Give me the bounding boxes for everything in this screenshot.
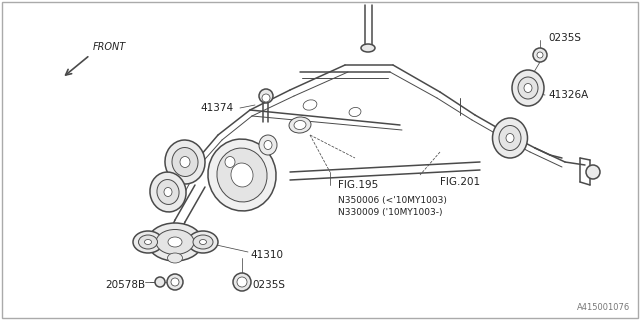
- Circle shape: [533, 48, 547, 62]
- Ellipse shape: [294, 121, 306, 130]
- Ellipse shape: [172, 148, 198, 177]
- Ellipse shape: [493, 118, 527, 158]
- Text: FIG.201: FIG.201: [440, 177, 480, 187]
- Ellipse shape: [168, 253, 182, 263]
- Ellipse shape: [499, 125, 521, 150]
- Ellipse shape: [133, 231, 163, 253]
- Text: FIG.195: FIG.195: [338, 180, 378, 190]
- Ellipse shape: [165, 140, 205, 184]
- Circle shape: [233, 273, 251, 291]
- Ellipse shape: [180, 156, 190, 167]
- Ellipse shape: [518, 77, 538, 99]
- Ellipse shape: [150, 172, 186, 212]
- Ellipse shape: [157, 180, 179, 204]
- Circle shape: [586, 165, 600, 179]
- Ellipse shape: [208, 139, 276, 211]
- Text: 0235S: 0235S: [252, 280, 285, 290]
- Ellipse shape: [217, 148, 267, 202]
- Ellipse shape: [193, 235, 213, 249]
- Circle shape: [259, 89, 273, 103]
- Text: 41326A: 41326A: [548, 90, 588, 100]
- Circle shape: [171, 278, 179, 286]
- Ellipse shape: [164, 188, 172, 196]
- Ellipse shape: [264, 140, 272, 149]
- Ellipse shape: [156, 229, 194, 254]
- Ellipse shape: [200, 239, 207, 244]
- Ellipse shape: [138, 235, 157, 249]
- Ellipse shape: [289, 117, 311, 133]
- Text: A415001076: A415001076: [577, 303, 630, 312]
- Text: 0235S: 0235S: [548, 33, 581, 43]
- Text: N330009 ('10MY1003-): N330009 ('10MY1003-): [338, 207, 442, 217]
- Text: 41374: 41374: [200, 103, 233, 113]
- Circle shape: [262, 94, 270, 102]
- Ellipse shape: [147, 223, 202, 261]
- Ellipse shape: [145, 239, 152, 244]
- Circle shape: [537, 52, 543, 58]
- Ellipse shape: [231, 163, 253, 187]
- Ellipse shape: [259, 135, 277, 155]
- Text: FRONT: FRONT: [93, 42, 126, 52]
- Ellipse shape: [349, 108, 361, 116]
- Ellipse shape: [512, 70, 544, 106]
- Ellipse shape: [168, 237, 182, 247]
- Circle shape: [237, 277, 247, 287]
- Ellipse shape: [361, 44, 375, 52]
- Circle shape: [155, 277, 165, 287]
- Ellipse shape: [303, 100, 317, 110]
- Ellipse shape: [188, 231, 218, 253]
- Circle shape: [167, 274, 183, 290]
- Text: N350006 (<'10MY1003): N350006 (<'10MY1003): [338, 196, 447, 204]
- Ellipse shape: [524, 84, 532, 92]
- Ellipse shape: [225, 156, 235, 167]
- Ellipse shape: [506, 133, 514, 142]
- Text: 41310: 41310: [250, 250, 283, 260]
- Text: 20578B: 20578B: [105, 280, 145, 290]
